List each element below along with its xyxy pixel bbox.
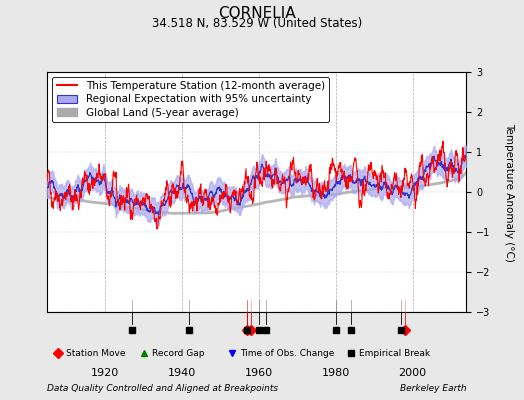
Text: 1980: 1980	[322, 368, 350, 378]
Text: Empirical Break: Empirical Break	[359, 349, 431, 358]
Text: CORNELIA: CORNELIA	[218, 6, 296, 21]
Text: 1920: 1920	[91, 368, 119, 378]
Text: Berkeley Earth: Berkeley Earth	[400, 384, 466, 393]
Text: Record Gap: Record Gap	[152, 349, 204, 358]
Text: 34.518 N, 83.529 W (United States): 34.518 N, 83.529 W (United States)	[151, 17, 362, 30]
Text: Time of Obs. Change: Time of Obs. Change	[240, 349, 334, 358]
Text: Data Quality Controlled and Aligned at Breakpoints: Data Quality Controlled and Aligned at B…	[47, 384, 278, 393]
Text: 2000: 2000	[398, 368, 427, 378]
Text: Station Move: Station Move	[66, 349, 126, 358]
Text: 1940: 1940	[168, 368, 196, 378]
Text: 1960: 1960	[245, 368, 273, 378]
Legend: This Temperature Station (12-month average), Regional Expectation with 95% uncer: This Temperature Station (12-month avera…	[52, 77, 329, 122]
Y-axis label: Temperature Anomaly (°C): Temperature Anomaly (°C)	[504, 122, 515, 262]
